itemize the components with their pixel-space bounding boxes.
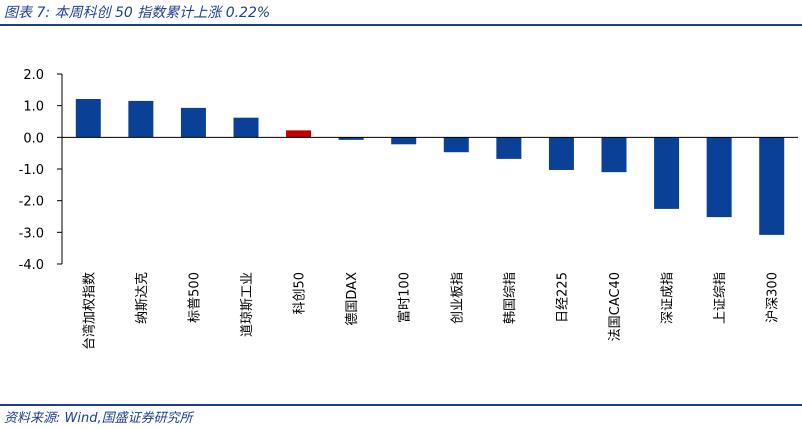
bar — [654, 137, 680, 209]
category-label: 富时100 — [397, 272, 413, 323]
source-note: 资料来源: Wind,国盛证券研究所 — [4, 411, 193, 426]
bar — [233, 117, 259, 138]
bar — [496, 137, 522, 159]
category-label: 上证综指 — [713, 272, 728, 324]
category-label: 日经225 — [555, 272, 570, 323]
category-label: 沪深300 — [765, 272, 781, 323]
bar — [286, 130, 312, 138]
bar — [338, 137, 364, 140]
category-labels: 台湾加权指数 纳斯达克 标普500 道琼斯工业 科创50 德国DAX 富时100 创业板指 韩国… — [81, 272, 780, 350]
bar — [180, 107, 206, 138]
bar-series — [75, 99, 785, 235]
bar — [391, 137, 417, 145]
category-label: 法国CAC40 — [608, 272, 623, 341]
category-label: 韩国综指 — [503, 272, 518, 324]
category-label: 标普500 — [187, 272, 202, 323]
category-label: 德国DAX — [345, 272, 360, 326]
y-tick-label: -2.0 — [19, 195, 44, 210]
y-tick-label: 0.0 — [23, 131, 44, 146]
bar — [759, 137, 785, 235]
category-label: 纳斯达克 — [135, 272, 150, 324]
y-tick-label: -3.0 — [19, 226, 44, 241]
bar — [75, 99, 101, 138]
bar-chart: 2.0 1.0 0.0 -1.0 -2.0 -3.0 -4.0 台湾加权指数 纳斯达克 标普50… — [19, 68, 798, 350]
y-axis: 2.0 1.0 0.0 -1.0 -2.0 -3.0 -4.0 — [19, 68, 63, 273]
y-tick-label: 1.0 — [23, 100, 44, 115]
bar — [443, 137, 469, 153]
source-divider — [0, 404, 802, 406]
y-tick-label: -4.0 — [19, 258, 44, 273]
category-label: 创业板指 — [450, 272, 465, 324]
y-tick-label: -1.0 — [19, 163, 44, 178]
bar — [706, 137, 732, 218]
bar — [128, 100, 154, 138]
category-label: 道琼斯工业 — [240, 272, 255, 337]
category-label: 台湾加权指数 — [81, 272, 97, 350]
category-label: 科创50 — [293, 272, 308, 315]
y-tick-label: 2.0 — [23, 68, 44, 83]
bar — [548, 137, 574, 170]
figure-title: 图表 7: 本周科创 50 指数累计上涨 0.22% — [4, 5, 271, 21]
title-divider — [0, 24, 802, 26]
category-label: 深证成指 — [661, 272, 676, 324]
bar — [601, 137, 627, 173]
